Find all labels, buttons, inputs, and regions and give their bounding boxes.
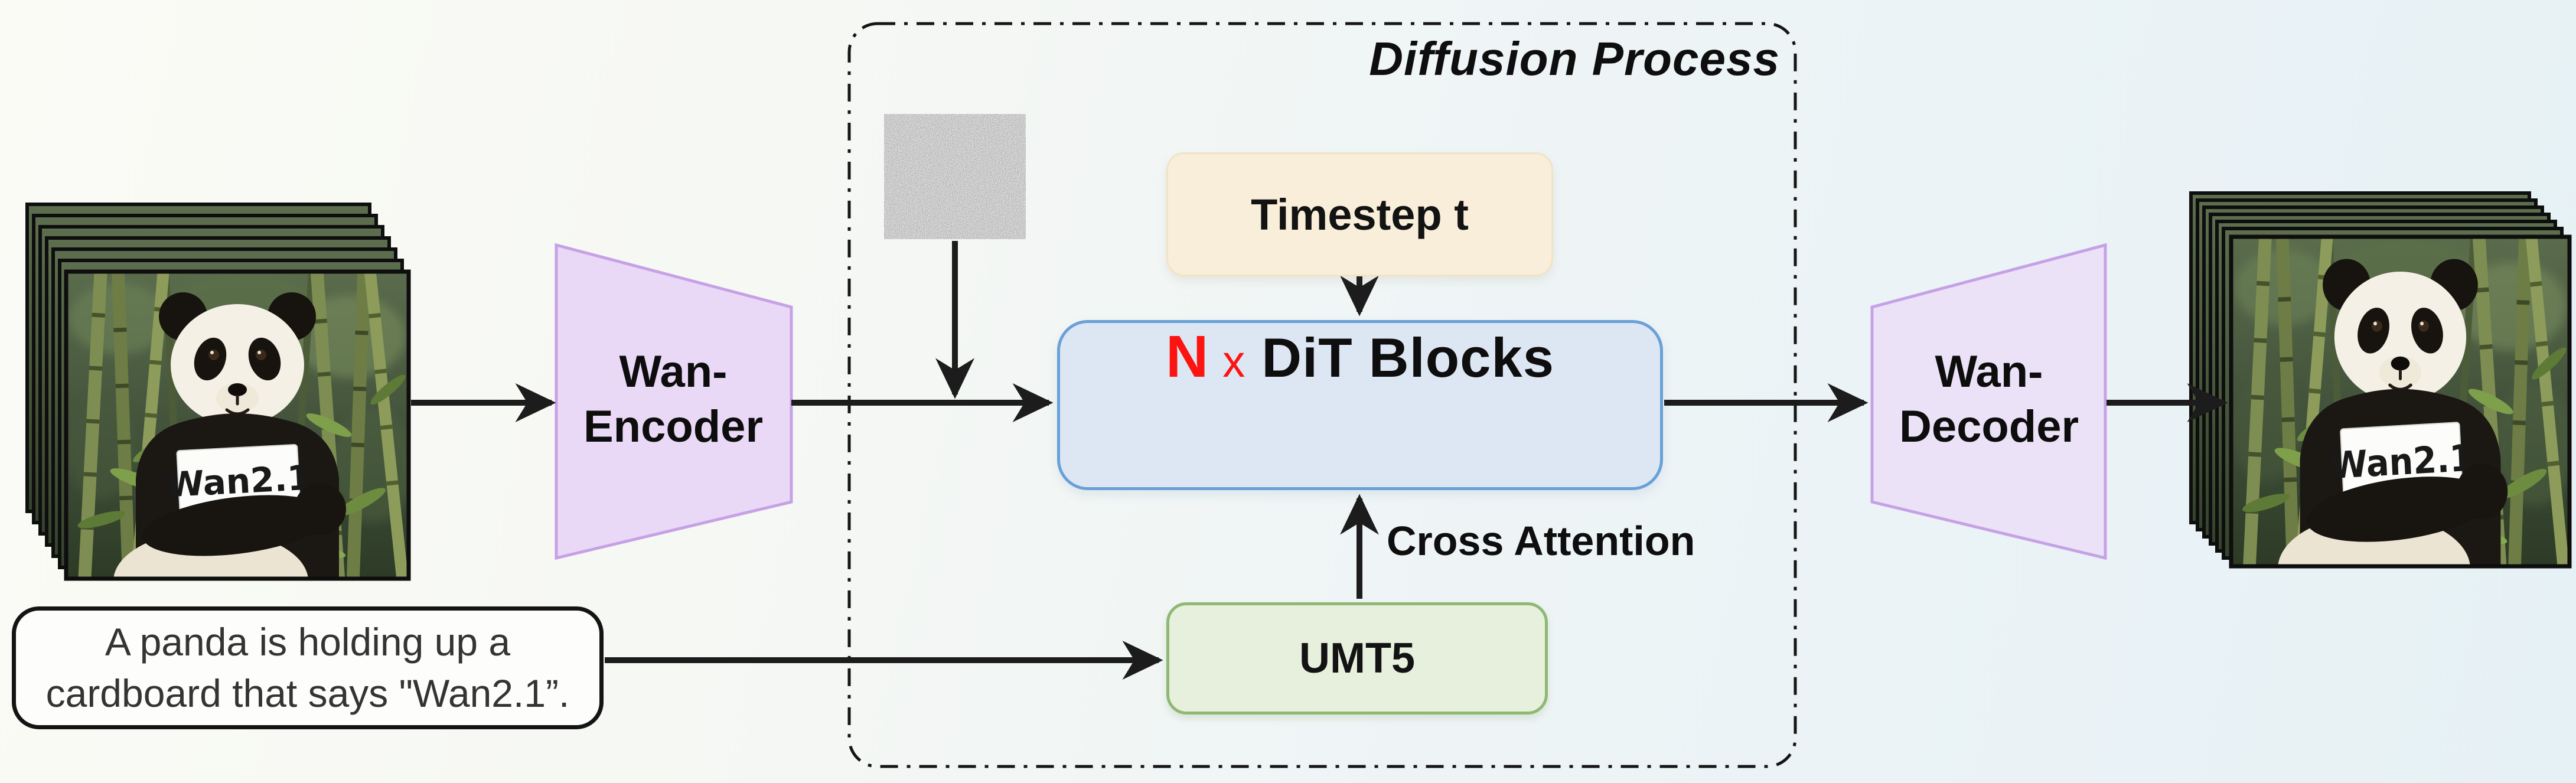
cross-attention-label: Cross Attention	[1387, 518, 1695, 564]
dit-blocks-node: N x DiT Blocks	[1057, 320, 1663, 490]
dit-times-x: x	[1222, 337, 1245, 387]
wan-encoder-label: Wan- Encoder	[583, 347, 764, 452]
diffusion-process-title: Diffusion Process	[1369, 32, 1780, 85]
timestep-label: Timestep t	[1251, 190, 1469, 239]
text-prompt-box: A panda is holding up a cardboard that s…	[12, 606, 604, 729]
prompt-line-2: cardboard that says "Wan2.1”.	[45, 671, 570, 715]
noise-image	[884, 114, 1026, 239]
output-panda-frame	[2231, 224, 2575, 623]
umt5-label: UMT5	[1299, 635, 1415, 682]
wan-decoder-shape	[1870, 243, 2107, 560]
output-video-stack	[2189, 191, 2575, 623]
wan-encoder-shape	[555, 243, 793, 560]
diffusion-process-boundary	[847, 22, 1797, 768]
input-panda-frame	[66, 260, 415, 632]
wan-decoder-label: Wan- Decoder	[1899, 347, 2079, 452]
input-video-stack	[25, 203, 415, 632]
umt5-node: UMT5	[1166, 602, 1548, 715]
dit-blocks-label: DiT Blocks	[1261, 327, 1554, 389]
arrows	[411, 241, 2228, 680]
dit-n-count: N	[1165, 324, 1209, 390]
timestep-node: Timestep t	[1166, 152, 1553, 276]
prompt-line-1: A panda is holding up a	[105, 619, 511, 664]
